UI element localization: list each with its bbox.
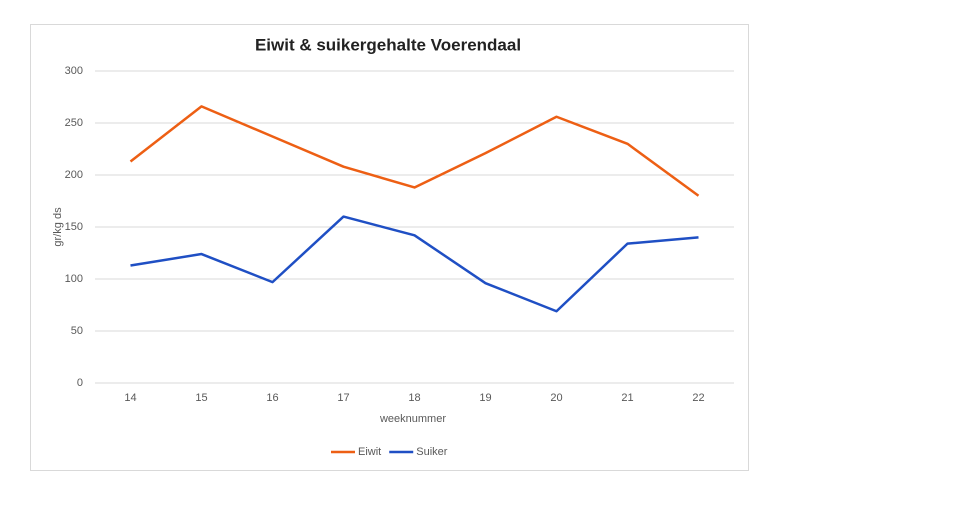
y-tick-label: 150 <box>65 221 83 233</box>
series-line <box>129 105 700 197</box>
x-tick-label: 19 <box>479 392 491 404</box>
x-tick-label: 18 <box>408 392 420 404</box>
y-tick-label: 300 <box>65 65 83 77</box>
y-tick-label: 200 <box>65 169 83 181</box>
legend-label: Suiker <box>416 446 448 458</box>
x-tick-label: 21 <box>621 392 633 404</box>
y-tick-label: 0 <box>77 377 83 389</box>
x-tick-label: 16 <box>266 392 278 404</box>
x-tick-label: 22 <box>692 392 704 404</box>
chart-frame <box>30 24 749 471</box>
legend-label: Eiwit <box>358 446 381 458</box>
y-tick-label: 100 <box>65 273 83 285</box>
y-tick-label: 250 <box>65 117 83 129</box>
y-tick-label: 50 <box>71 325 83 337</box>
x-tick-label: 14 <box>124 392 136 404</box>
x-axis-label: weeknummer <box>379 413 446 425</box>
chart-title: Eiwit & suikergehalte Voerendaal <box>255 35 521 54</box>
x-tick-label: 20 <box>550 392 562 404</box>
y-axis-label: gr/kg ds <box>52 207 64 247</box>
x-tick-label: 15 <box>195 392 207 404</box>
x-tick-label: 17 <box>337 392 349 404</box>
series-line <box>130 215 699 313</box>
